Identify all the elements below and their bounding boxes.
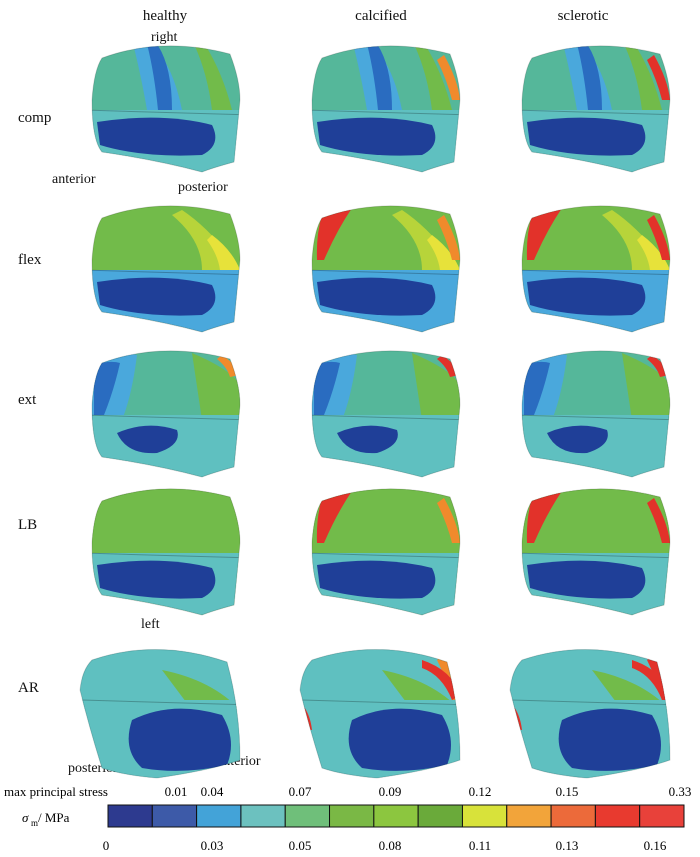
row-header-lb: LB [18, 517, 38, 533]
stress-colorbar-legend: max principal stress σ m / MPa 0.01 0.04 0… [4, 784, 692, 853]
column-header-calcified: calcified [355, 8, 407, 24]
colorbar-upper-tick-label: 0.33 [669, 784, 692, 799]
colorbar-swatch [506, 804, 552, 828]
colorbar-upper-tick-label: 0.15 [556, 784, 579, 799]
colorbar-lower-tick-label: 0.11 [469, 838, 491, 853]
colorbar-swatch [417, 804, 463, 828]
stress-block-ext-sclerotic [521, 350, 671, 478]
colorbar-swatch [151, 804, 198, 828]
column-header-sclerotic: sclerotic [557, 8, 609, 24]
colorbar-upper-ticks: 0.01 0.04 0.07 0.09 0.12 0.15 0.33 [165, 784, 692, 799]
colorbar-swatch [550, 804, 596, 828]
colorbar-swatch [373, 804, 419, 828]
colorbar-lower-tick-label: 0.08 [379, 838, 402, 853]
colorbar-swatches [107, 804, 685, 828]
stress-block-flex-sclerotic [521, 205, 671, 333]
stress-block-lb-sclerotic [521, 488, 671, 616]
stress-block-flex-healthy [91, 205, 241, 333]
orientation-label-posterior-top: posterior [178, 180, 228, 195]
stress-block-comp-sclerotic [521, 45, 671, 173]
stress-block-lb-healthy [91, 488, 241, 616]
colorbar-upper-tick-label: 0.12 [469, 784, 492, 799]
colorbar-upper-tick-label: 0.04 [201, 784, 224, 799]
colorbar-swatch [196, 804, 242, 828]
colorbar-swatch [107, 804, 153, 828]
colorbar-lower-tick-label: 0.05 [289, 838, 312, 853]
colorbar-lower-tick-label: 0.16 [644, 838, 667, 853]
stress-block-ext-healthy [91, 350, 241, 478]
row-header-comp: comp [18, 110, 52, 126]
legend-symbol: σ [22, 810, 29, 825]
colorbar-lower-ticks: 0 0.03 0.05 0.08 0.11 0.13 0.16 [103, 838, 667, 853]
orientation-label-left: left [141, 617, 160, 632]
stress-block-flex-calcified [311, 205, 461, 333]
row-header-ar: AR [18, 680, 39, 696]
legend-subscript: m [31, 818, 38, 828]
colorbar-upper-tick-label: 0.07 [289, 784, 312, 799]
colorbar-swatch [284, 804, 331, 828]
colorbar-swatch [240, 804, 286, 828]
row-header-flex: flex [18, 252, 42, 268]
colorbar-upper-tick-label: 0.01 [165, 784, 188, 799]
stress-block-ext-calcified [311, 350, 461, 478]
colorbar-swatch [639, 804, 685, 828]
colorbar-lower-tick-label: 0 [103, 838, 110, 853]
legend-title: max principal stress [4, 784, 108, 799]
orientation-label-right: right [151, 30, 178, 45]
stress-block-ar-healthy [79, 649, 241, 779]
colorbar-swatch [461, 804, 508, 828]
colorbar-swatch [329, 804, 375, 828]
stress-block-comp-calcified [311, 45, 461, 173]
stress-block-ar-calcified [299, 649, 461, 779]
stress-block-ar-sclerotic [509, 649, 671, 779]
stress-block-lb-calcified [311, 488, 461, 616]
orientation-label-anterior-top: anterior [52, 172, 96, 187]
column-header-healthy: healthy [142, 8, 188, 24]
row-header-ext: ext [18, 392, 37, 408]
colorbar-lower-tick-label: 0.03 [201, 838, 224, 853]
colorbar-swatch [594, 804, 641, 828]
colorbar-lower-tick-label: 0.13 [556, 838, 579, 853]
colorbar-upper-tick-label: 0.09 [379, 784, 402, 799]
stress-block-comp-healthy [91, 45, 241, 173]
legend-unit: / MPa [38, 810, 70, 825]
